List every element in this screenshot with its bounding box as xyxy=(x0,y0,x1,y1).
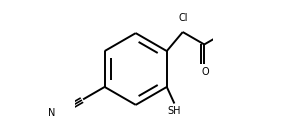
Text: O: O xyxy=(201,67,209,77)
Text: N: N xyxy=(48,108,55,118)
Text: Cl: Cl xyxy=(178,13,187,23)
Text: SH: SH xyxy=(168,106,181,116)
